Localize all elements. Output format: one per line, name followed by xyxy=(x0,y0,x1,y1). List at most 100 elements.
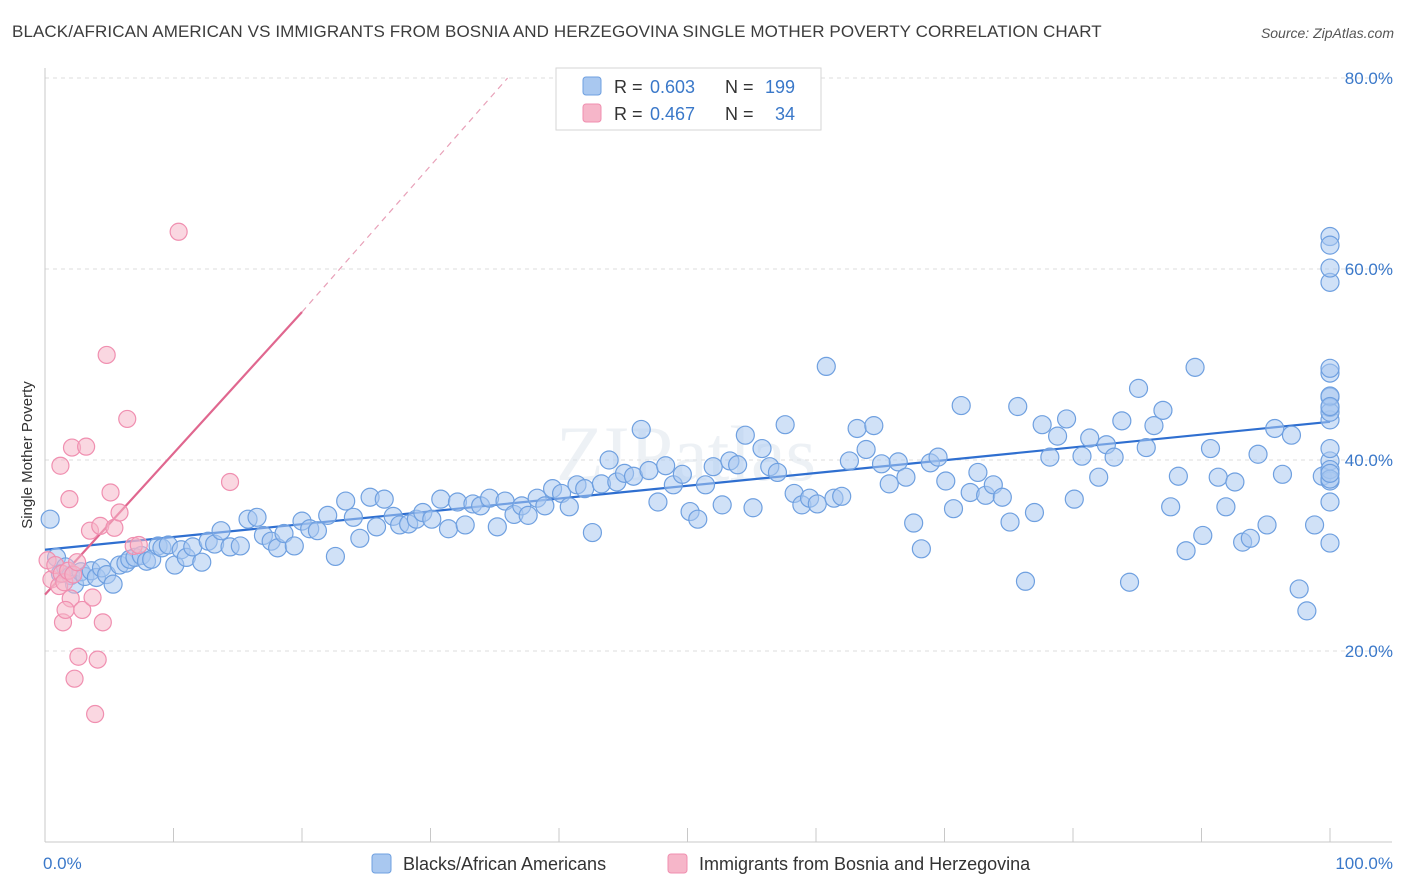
point-blacks xyxy=(40,509,60,529)
point-blacks xyxy=(1128,378,1149,398)
point-bosnia xyxy=(118,409,137,429)
point-blacks xyxy=(1320,492,1340,512)
point-blacks xyxy=(1136,437,1156,458)
point-blacks xyxy=(735,425,755,445)
point-blacks xyxy=(712,495,732,515)
point-blacks xyxy=(695,475,716,495)
legend-r-value-blue: 0.603 xyxy=(650,77,695,97)
point-blacks xyxy=(366,517,387,537)
point-blacks xyxy=(688,509,708,529)
y-tick-label: 60.0% xyxy=(1345,260,1393,279)
point-blacks xyxy=(431,489,451,509)
point-blacks xyxy=(1225,472,1245,492)
series-blacks-points xyxy=(40,226,1340,621)
chart-title: BLACK/AFRICAN AMERICAN VS IMMIGRANTS FRO… xyxy=(12,22,1102,41)
x-tick-label: 0.0% xyxy=(43,854,82,873)
series-legend: Blacks/African Americans Immigrants from… xyxy=(371,853,1031,874)
point-bosnia xyxy=(97,345,116,365)
point-blacks xyxy=(1089,467,1109,487)
point-blacks xyxy=(455,515,475,535)
point-bosnia xyxy=(88,650,107,669)
point-blacks xyxy=(1304,515,1325,535)
point-bosnia xyxy=(220,472,240,492)
point-blacks xyxy=(839,451,860,471)
point-blacks xyxy=(1000,512,1020,532)
point-blacks xyxy=(1265,418,1285,439)
x-tick-labels: 0.0% 100.0% xyxy=(43,854,1393,873)
point-blacks xyxy=(1185,357,1205,377)
point-bosnia xyxy=(129,535,148,555)
legend-n-label-pink: N = xyxy=(725,104,754,124)
point-blacks xyxy=(1320,438,1340,459)
point-blacks xyxy=(936,471,956,491)
point-blacks xyxy=(575,479,595,499)
point-blacks xyxy=(1272,464,1293,484)
point-blacks xyxy=(728,455,748,475)
stats-legend: R = 0.603 N = 199 R = 0.467 N = 34 xyxy=(555,67,822,131)
point-blacks xyxy=(284,536,304,556)
point-blacks xyxy=(1320,235,1340,255)
legend-swatch-pink xyxy=(582,103,602,123)
point-blacks xyxy=(1040,447,1060,467)
legend-r-label-blue: R = xyxy=(614,77,643,97)
point-blacks xyxy=(888,452,908,472)
point-blacks xyxy=(1176,541,1196,561)
point-blacks xyxy=(535,496,555,516)
point-blacks xyxy=(1289,579,1309,599)
point-blacks xyxy=(422,509,442,529)
point-bosnia xyxy=(77,437,96,456)
point-blacks xyxy=(904,513,924,533)
point-blacks xyxy=(438,519,459,539)
point-bosnia xyxy=(86,704,105,724)
legend-swatch-blue xyxy=(582,76,602,96)
point-bosnia xyxy=(51,456,70,475)
point-blacks xyxy=(752,438,772,459)
point-blacks xyxy=(1240,528,1260,548)
point-blacks xyxy=(1216,497,1236,517)
source-note: Source: ZipAtlas.com xyxy=(1260,25,1394,41)
series-legend-label-pink: Immigrants from Bosnia and Herzegovina xyxy=(699,854,1031,874)
point-bosnia xyxy=(93,613,112,632)
point-blacks xyxy=(951,395,971,416)
point-bosnia xyxy=(110,503,129,522)
legend-n-label-blue: N = xyxy=(725,77,754,97)
point-blacks xyxy=(487,517,507,537)
point-bosnia xyxy=(101,483,120,502)
point-blacks xyxy=(274,523,294,544)
point-blacks xyxy=(775,415,795,435)
point-blacks xyxy=(211,521,231,541)
series-bosnia-points xyxy=(38,222,240,724)
point-blacks xyxy=(1200,438,1221,459)
y-tick-label: 20.0% xyxy=(1345,642,1393,661)
series-legend-label-blue: Blacks/African Americans xyxy=(403,854,606,874)
point-bosnia xyxy=(83,588,102,607)
point-blacks xyxy=(631,419,651,440)
point-blacks xyxy=(1161,497,1181,517)
point-blacks xyxy=(1015,571,1036,591)
point-blacks xyxy=(832,486,852,506)
point-blacks xyxy=(1104,447,1124,467)
point-blacks xyxy=(1032,415,1052,435)
point-blacks xyxy=(1072,446,1092,466)
point-blacks xyxy=(318,505,338,525)
point-blacks xyxy=(807,494,827,514)
point-blacks xyxy=(325,546,346,567)
point-blacks xyxy=(1281,425,1302,445)
point-bosnia xyxy=(60,490,79,509)
point-blacks xyxy=(847,418,867,439)
point-blacks xyxy=(1320,396,1340,417)
point-blacks xyxy=(307,521,328,541)
point-blacks xyxy=(336,491,356,511)
point-blacks xyxy=(1064,489,1084,509)
point-blacks xyxy=(743,498,763,518)
point-bosnia xyxy=(105,518,124,537)
point-blacks xyxy=(911,539,931,559)
point-blacks xyxy=(1168,466,1188,486)
axes xyxy=(44,68,1392,843)
point-blacks xyxy=(247,507,267,527)
y-tick-label: 80.0% xyxy=(1345,69,1393,88)
point-bosnia xyxy=(56,600,75,620)
legend-n-value-pink: 34 xyxy=(775,104,795,124)
point-blacks xyxy=(672,464,692,484)
point-bosnia xyxy=(73,600,92,620)
